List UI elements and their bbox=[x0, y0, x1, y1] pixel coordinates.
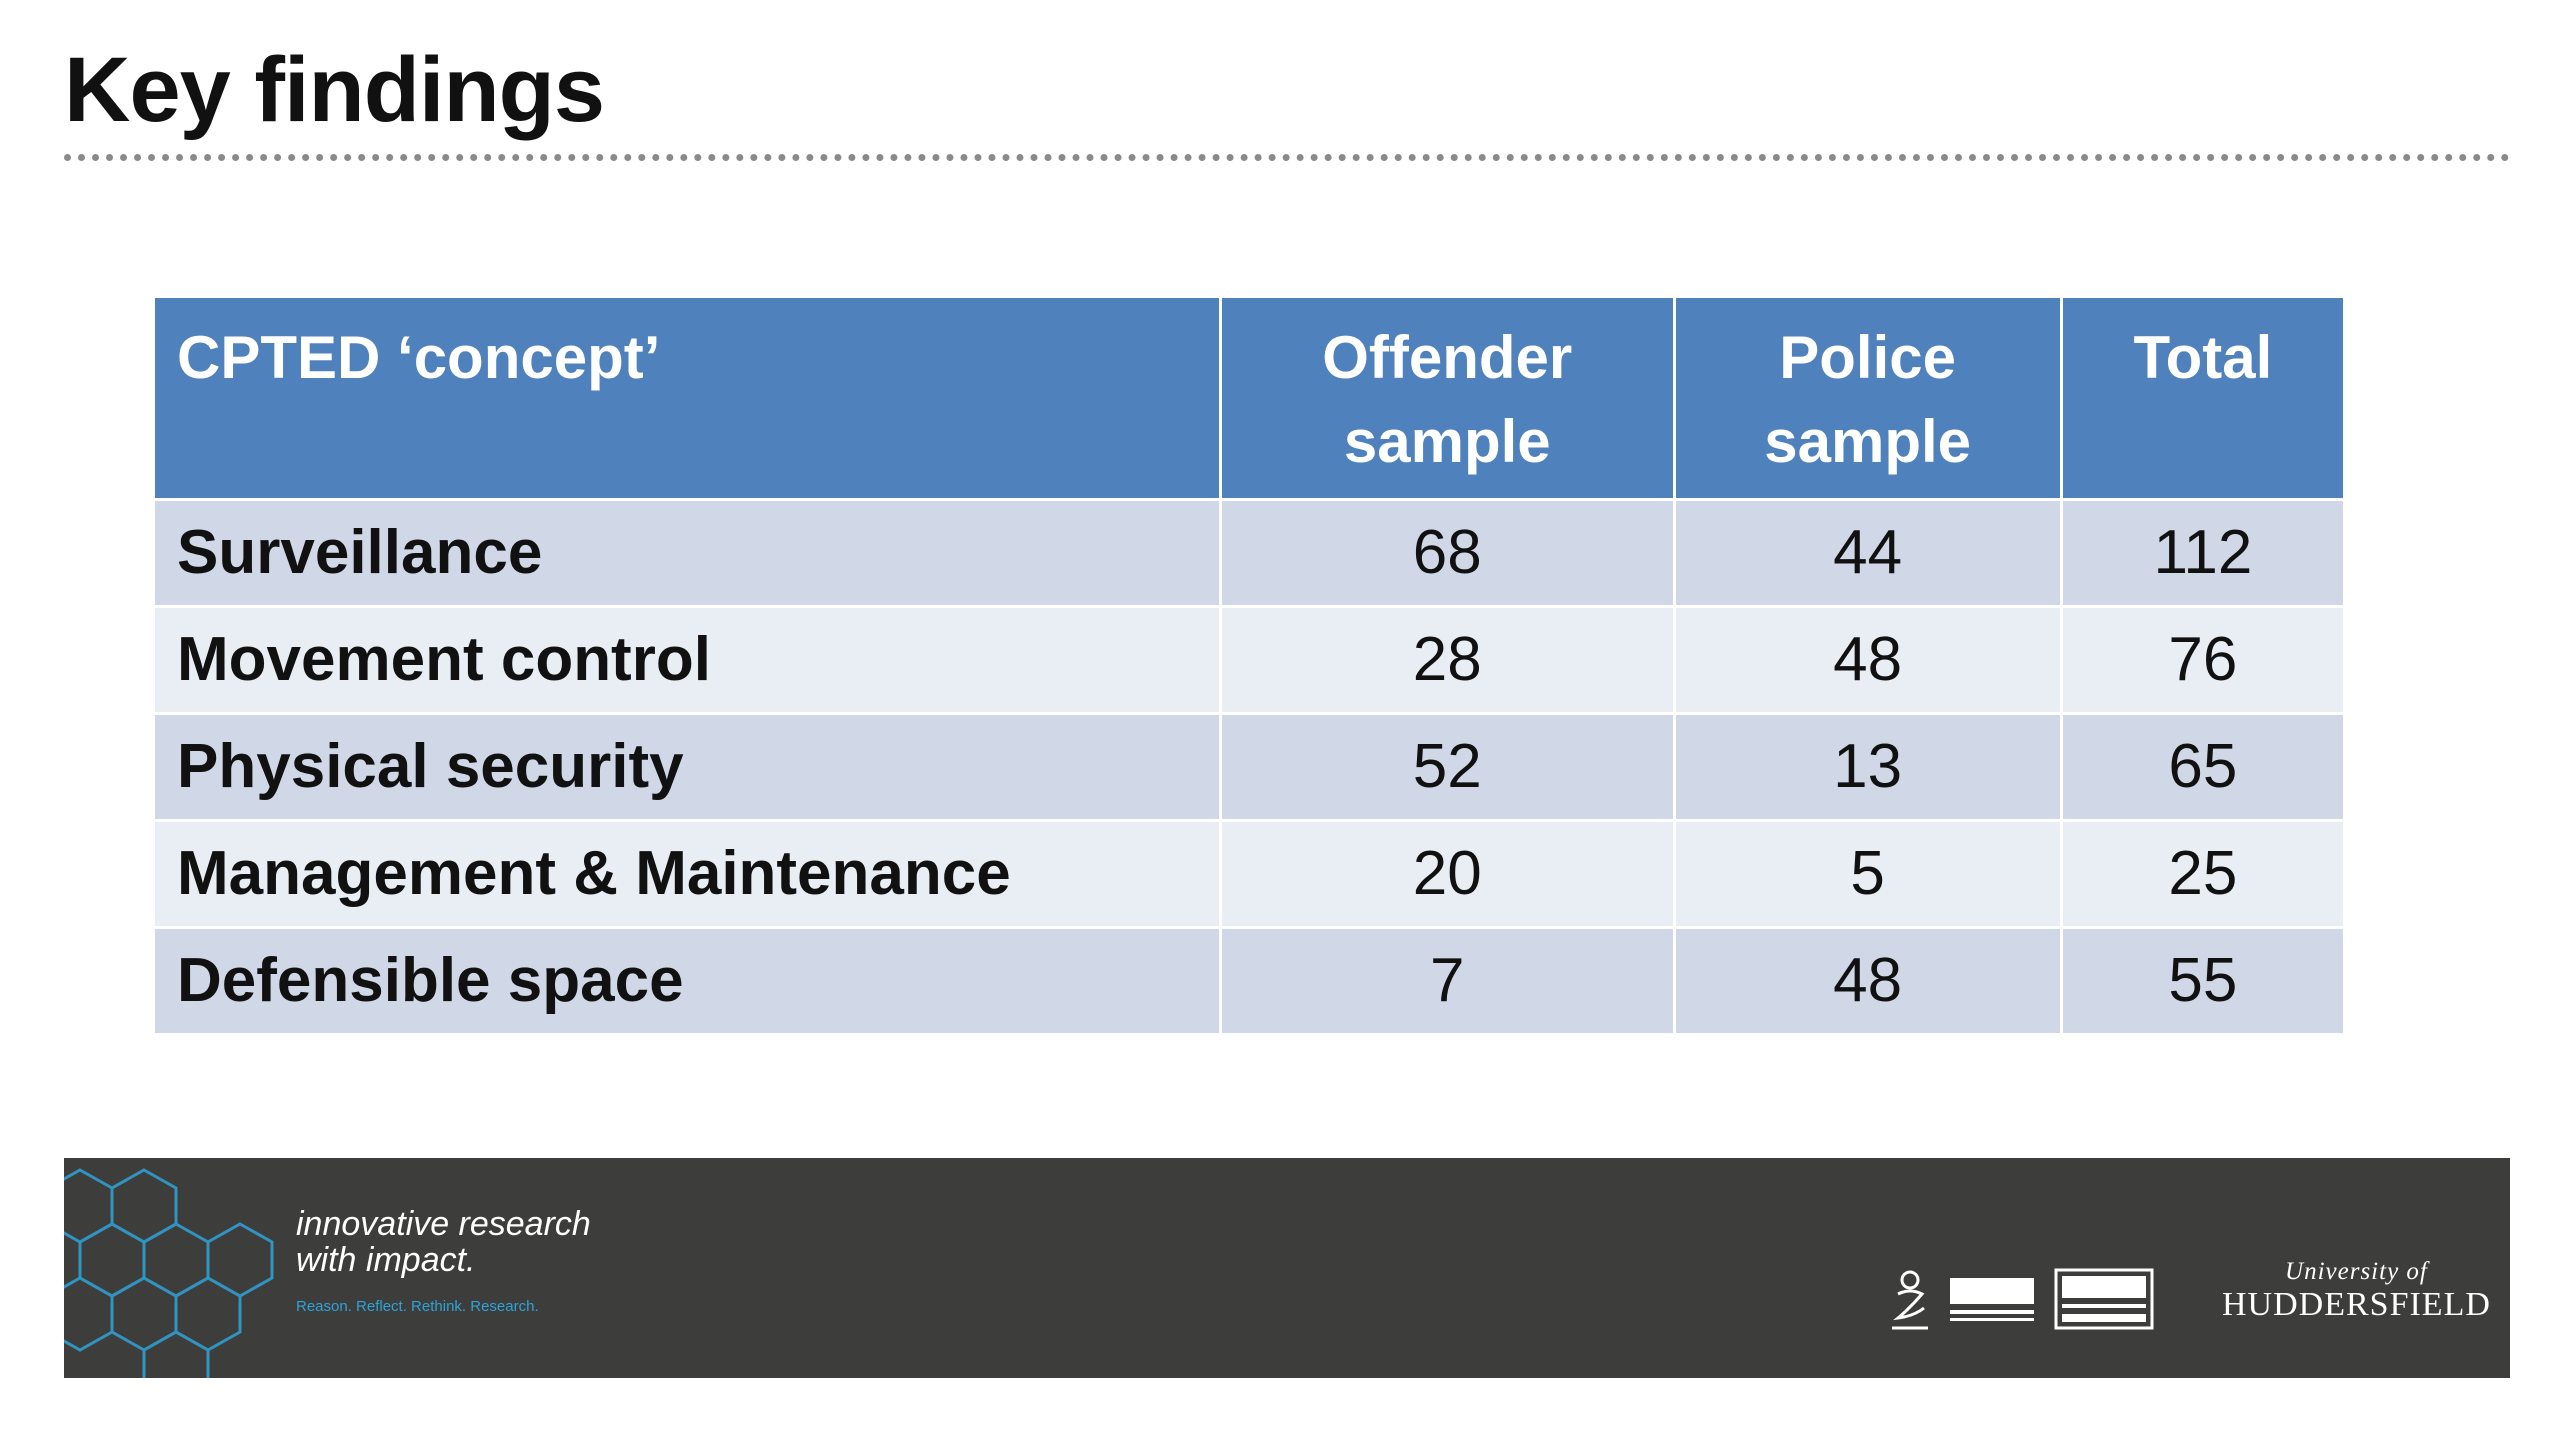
cell-police: 48 bbox=[1675, 929, 2060, 1033]
cell-police: 5 bbox=[1675, 822, 2060, 926]
hexagon-pattern-icon bbox=[64, 1168, 274, 1378]
queens-award-icon bbox=[1892, 1270, 1928, 1330]
cell-offender: 7 bbox=[1222, 929, 1673, 1033]
cell-total: 76 bbox=[2062, 608, 2343, 712]
cell-concept: Defensible space bbox=[155, 929, 1219, 1033]
header-offender-line2: sample bbox=[1343, 408, 1551, 475]
header-police-line2: sample bbox=[1764, 408, 1972, 475]
cell-police: 44 bbox=[1675, 501, 2060, 605]
table-row: Surveillance 68 44 112 bbox=[155, 501, 2343, 605]
page-title: Key findings bbox=[64, 39, 605, 141]
university-of-label: University of bbox=[2285, 1258, 2428, 1285]
table-row: Management & Maintenance 20 5 25 bbox=[155, 822, 2343, 926]
header-total: Total bbox=[2062, 298, 2343, 498]
findings-table: CPTED ‘concept’ Offender sample Police s… bbox=[152, 295, 2346, 1036]
award-logos bbox=[1892, 1268, 2154, 1330]
cell-offender: 28 bbox=[1222, 608, 1673, 712]
tagline: innovative research with impact. bbox=[296, 1206, 591, 1278]
stars-logo bbox=[2054, 1268, 2154, 1330]
cell-offender: 52 bbox=[1222, 715, 1673, 819]
cell-police: 48 bbox=[1675, 608, 2060, 712]
title-divider bbox=[64, 154, 2510, 161]
header-offender-line1: Offender bbox=[1322, 324, 1573, 391]
cell-concept: Surveillance bbox=[155, 501, 1219, 605]
table-row: Physical security 52 13 65 bbox=[155, 715, 2343, 819]
cell-concept: Management & Maintenance bbox=[155, 822, 1219, 926]
header-police-line1: Police bbox=[1779, 324, 1957, 391]
cell-police: 13 bbox=[1675, 715, 2060, 819]
subtagline: Reason. Reflect. Rethink. Research. bbox=[296, 1298, 539, 1315]
tagline-line2: with impact. bbox=[296, 1241, 476, 1279]
header-concept-label: CPTED ‘concept’ bbox=[177, 324, 661, 391]
header-total-label: Total bbox=[2133, 324, 2273, 391]
cell-concept: Physical security bbox=[155, 715, 1219, 819]
footer-banner: innovative research with impact. Reason.… bbox=[64, 1158, 2510, 1378]
table-row: Defensible space 7 48 55 bbox=[155, 929, 2343, 1033]
header-police: Police sample bbox=[1675, 298, 2060, 498]
university-logo: University of HUDDERSFIELD bbox=[2222, 1258, 2491, 1324]
cell-total: 25 bbox=[2062, 822, 2343, 926]
table-row: Movement control 28 48 76 bbox=[155, 608, 2343, 712]
cell-offender: 68 bbox=[1222, 501, 1673, 605]
table-header-row: CPTED ‘concept’ Offender sample Police s… bbox=[155, 298, 2343, 498]
header-offender: Offender sample bbox=[1222, 298, 1673, 498]
header-concept: CPTED ‘concept’ bbox=[155, 298, 1219, 498]
cell-total: 112 bbox=[2062, 501, 2343, 605]
cell-offender: 20 bbox=[1222, 822, 1673, 926]
tagline-line1: innovative research bbox=[296, 1205, 591, 1243]
university-name: HUDDERSFIELD bbox=[2222, 1286, 2491, 1323]
cell-total: 55 bbox=[2062, 929, 2343, 1033]
cell-total: 65 bbox=[2062, 715, 2343, 819]
the-awards-logo bbox=[1950, 1278, 2034, 1321]
cell-concept: Movement control bbox=[155, 608, 1219, 712]
